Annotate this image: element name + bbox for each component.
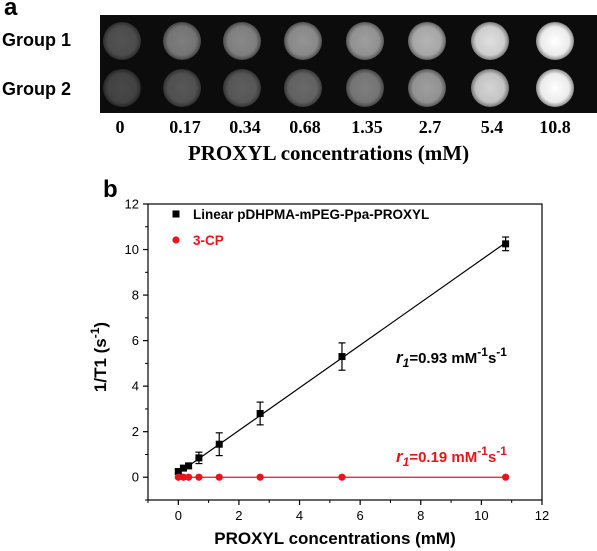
data-point [338,353,346,361]
x-tick-label: 10 [474,508,488,523]
y-tick-label: 10 [125,242,139,257]
panel-a-label: a [4,0,18,21]
group-2-phantom-0 [103,69,141,107]
data-point [502,240,510,248]
y-tick-label: 0 [132,470,139,485]
series-1 [174,473,510,481]
data-point [195,454,203,462]
y-tick-label: 4 [132,379,139,394]
data-point [174,473,182,481]
legend-marker [172,236,180,244]
x-axis-title: PROXYL concentrations (mM) [214,529,456,548]
group-2-label: Group 2 [2,79,72,99]
data-point [174,468,182,476]
data-point [179,464,187,472]
group-2-phantom-6 [471,69,509,107]
x-tick-label: 4 [296,508,303,523]
data-point [185,462,193,470]
mri-phantom-image [100,15,597,113]
group-2-phantom-2 [223,69,261,107]
group-1-phantom-2 [223,22,261,60]
data-point [185,473,193,481]
group-2-phantom-4 [346,69,384,107]
group-1-phantom-7 [536,22,574,60]
concentration-label: 0.68 [289,117,321,137]
y-tick-label: 2 [132,424,139,439]
group-2-phantom-7 [536,69,574,107]
y-axis-title: 1/T1 (s-1) [88,322,110,392]
concentration-label: 0 [115,117,125,137]
data-point [215,473,223,481]
y-tick-label: 6 [132,333,139,348]
group-1-phantom-1 [163,22,201,60]
relaxivity-annotation: r1=0.93 mM-1s-1 [396,345,507,370]
group-1-phantom-6 [471,22,509,60]
legend-label: 3-CP [193,233,224,248]
legend-label: Linear pDHPMA-mPEG-Ppa-PROXYL [193,207,429,222]
data-point [338,473,346,481]
concentration-label: 10.8 [539,117,571,137]
group-1-phantom-4 [346,22,384,60]
group-2-phantom-1 [163,69,201,107]
concentration-label: 5.4 [480,117,504,137]
plot-frame [147,203,543,501]
y-tick-label: 8 [132,288,139,303]
data-point [215,440,223,448]
group-1-phantom-5 [408,22,446,60]
concentration-label: 2.7 [418,117,442,137]
panel-b-label: b [103,176,118,203]
legend-marker [172,210,180,218]
group-1-phantom-0 [103,22,141,60]
group-1-phantom-3 [284,22,322,60]
series-0 [174,236,510,476]
relaxivity-annotation: r1=0.19 mM-1s-1 [396,444,507,469]
data-point [179,473,188,481]
group-1-label: Group 1 [2,30,72,50]
data-point [256,473,264,481]
concentration-label: 0.17 [169,117,201,137]
data-point [256,409,264,417]
y-tick-label: 12 [125,197,139,212]
data-point [195,473,203,481]
x-tick-label: 2 [235,508,242,523]
x-tick-label: 12 [535,508,549,523]
data-point [502,473,510,481]
concentration-label: 1.35 [351,117,383,137]
group-2-phantom-5 [408,69,446,107]
x-tick-label: 0 [175,508,182,523]
mri-xlabel: PROXYL concentrations (mM) [187,141,470,165]
x-tick-label: 8 [417,508,424,523]
x-tick-label: 6 [357,508,364,523]
group-2-phantom-3 [284,69,322,107]
mri-phantom-svg [103,22,574,107]
concentration-label: 0.34 [229,117,261,137]
